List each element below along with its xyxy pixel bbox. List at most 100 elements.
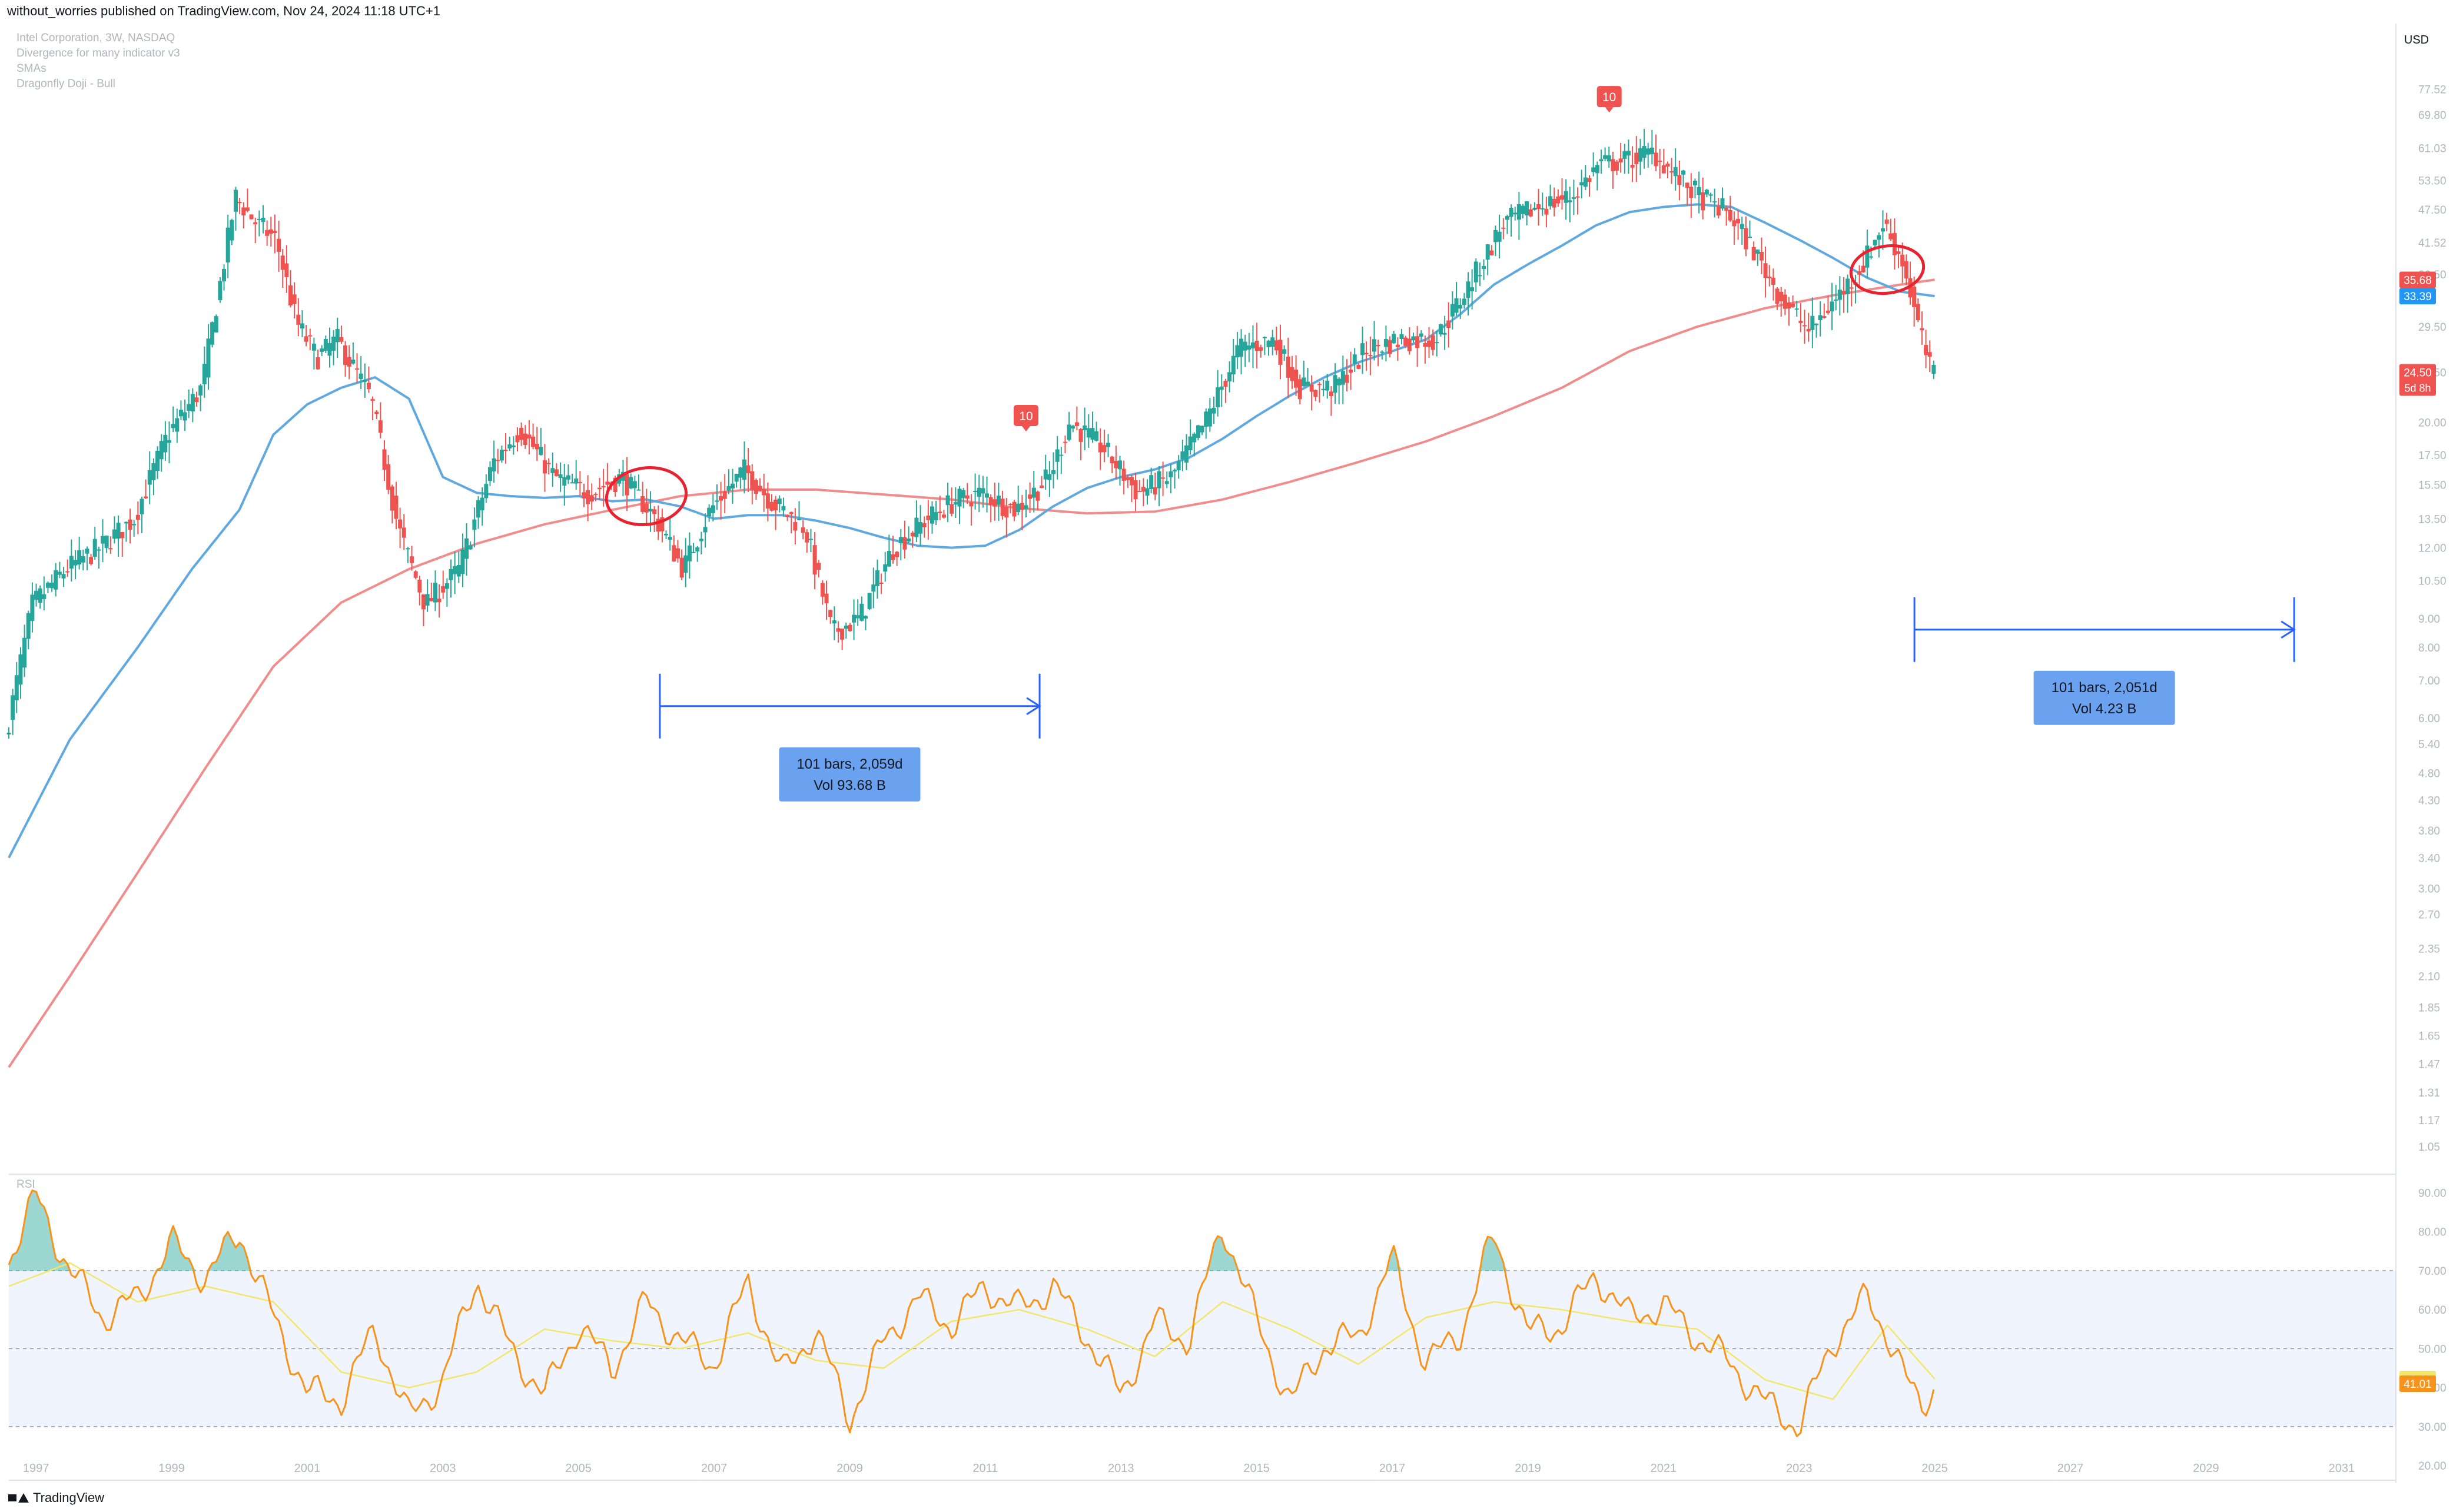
candle-body (163, 434, 168, 453)
marker-label: 10 (1602, 91, 1616, 104)
rsi-ma-line (8, 1262, 1936, 1400)
candle-body (1270, 337, 1275, 347)
candle-body (366, 383, 371, 390)
candle-body (550, 468, 555, 473)
candle-body (300, 323, 304, 329)
sma-badge-bg (2399, 288, 2436, 305)
candle-body (1345, 374, 1349, 383)
candle-body (468, 545, 473, 550)
time-tick-label: 2013 (1108, 1462, 1134, 1475)
measure-info-box (779, 747, 921, 802)
candle-body (1485, 244, 1490, 260)
candle-body (1920, 328, 1924, 331)
candle-body (703, 527, 708, 533)
measure-arrow-icon (1026, 697, 1041, 716)
candle-body (378, 420, 383, 433)
candle-body (429, 598, 434, 602)
candle-body (519, 427, 524, 440)
candle-body (398, 519, 403, 529)
candle-body (1349, 370, 1353, 373)
candle-body (370, 398, 375, 401)
candle-body (1239, 338, 1244, 357)
candle-body (1748, 237, 1752, 238)
candle-body (867, 593, 872, 609)
candle-body (820, 583, 825, 597)
candle-body (789, 512, 794, 514)
candle-body (265, 230, 270, 236)
candle-body (981, 488, 985, 494)
candle-body (155, 450, 160, 471)
candle-body (1051, 470, 1056, 474)
candle-body (1216, 387, 1220, 408)
marker-label: 10 (1019, 410, 1033, 423)
candle-body (859, 603, 864, 621)
candle-body (1223, 380, 1228, 387)
candle-body (499, 450, 504, 461)
candle-body (754, 480, 758, 494)
candle-body (582, 492, 586, 499)
legend-symbol[interactable]: Intel Corporation, 3W, NASDAQ (16, 32, 175, 44)
candle-body (632, 481, 637, 489)
candle-body (1728, 210, 1732, 221)
candle-body (554, 469, 559, 476)
candle-body (511, 445, 516, 447)
candle-body (832, 620, 837, 624)
candle-body (1559, 195, 1564, 200)
candle-body (190, 394, 195, 411)
price-tick-label: 2.35 (2418, 943, 2440, 956)
candle-body (1317, 384, 1322, 386)
candle-body (1841, 291, 1846, 294)
candle-body (613, 477, 618, 493)
candle-body (570, 482, 575, 484)
candle-body (104, 536, 109, 549)
footer-brand-text: TradingView (33, 1490, 105, 1505)
price-tick-label: 13.50 (2418, 513, 2447, 526)
legend-indicator-divergence[interactable]: Divergence for many indicator v3 (16, 47, 180, 59)
candle-body (1814, 323, 1818, 325)
price-tick-label: 6.00 (2418, 713, 2440, 725)
candle-body (1880, 228, 1885, 232)
candle-body (1497, 231, 1502, 242)
candle-body (1297, 379, 1302, 400)
candle-body (640, 496, 645, 513)
candle-body (1024, 505, 1028, 509)
candle-body (891, 554, 895, 560)
candle-body (731, 483, 735, 489)
time-tick-label: 1999 (158, 1462, 185, 1475)
candle-body (1169, 471, 1173, 478)
candle-body (11, 695, 15, 720)
candle-body (801, 527, 805, 533)
candle-body (202, 364, 207, 384)
candle-body (1129, 477, 1134, 486)
currency-label[interactable]: USD (2404, 34, 2429, 46)
candle-body (1857, 271, 1862, 275)
candle-body (840, 629, 845, 640)
candle-body (1102, 445, 1107, 453)
legend-indicator-doji[interactable]: Dragonfly Doji - Bull (16, 78, 115, 90)
price-tick-label: 1.65 (2418, 1030, 2440, 1042)
legend-indicator-smas[interactable]: SMAs (16, 62, 47, 75)
candle-body (574, 478, 579, 484)
candle-body (660, 517, 665, 531)
candle-body (218, 281, 223, 300)
candle-body (1548, 196, 1553, 207)
candle-body (1020, 503, 1024, 510)
candle-body (268, 229, 273, 234)
candle-body (1516, 204, 1521, 220)
candle-body (132, 524, 137, 526)
candle-body (1219, 386, 1224, 390)
candle-body (1513, 212, 1518, 215)
candle-body (691, 551, 696, 553)
candle-body (1266, 340, 1271, 347)
candle-body (1779, 291, 1784, 302)
candle-body (1803, 325, 1807, 327)
price-tick-label: 9.00 (2418, 613, 2440, 626)
candle-body (750, 471, 755, 490)
candle-body (589, 495, 594, 502)
candle-body (1306, 381, 1310, 386)
candle-body (1161, 477, 1166, 479)
candle-body (1157, 471, 1161, 489)
candle-body (363, 380, 367, 382)
candle-body (961, 490, 966, 499)
